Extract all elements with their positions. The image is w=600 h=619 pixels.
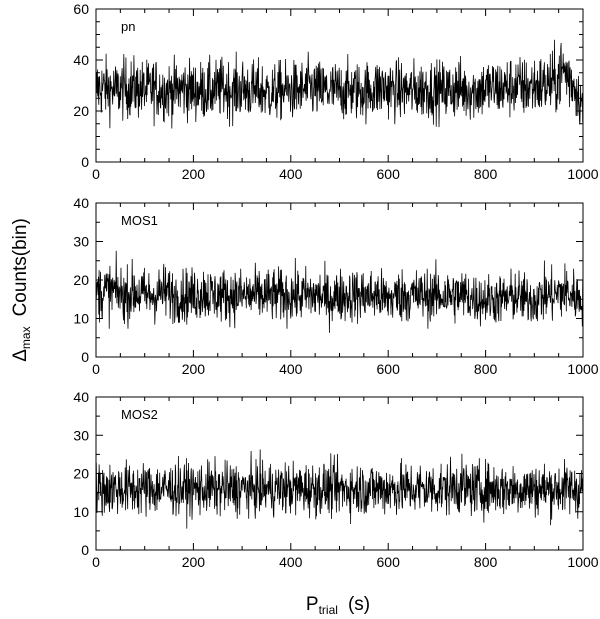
data-series-mos1	[95, 250, 584, 333]
x-tick-label: 800	[474, 554, 498, 570]
panel-label: pn	[121, 19, 135, 34]
y-axis-label: ΔmaxCounts(bin)	[10, 218, 33, 362]
data-series-mos2	[95, 449, 584, 529]
x-tick-label: 0	[92, 166, 100, 182]
y-tick-label: 20	[73, 103, 89, 119]
panel-label: MOS1	[121, 213, 158, 228]
x-tick-label: 800	[474, 361, 498, 377]
data-series-pn	[95, 39, 584, 129]
x-tick-label: 800	[474, 166, 498, 182]
x-tick-label: 400	[279, 166, 303, 182]
panel-mos1: 0 200 400 600 800 1000 0 10 20 30 40 MOS1	[73, 195, 598, 377]
y-tick-label: 40	[73, 195, 89, 211]
y-tick-label: 20	[73, 466, 89, 482]
y-tick-label: 10	[73, 311, 89, 327]
y-tick-label: 0	[81, 349, 89, 365]
panel-pn: 0 200 400 600 800 1000 0 20 40 60 pn	[73, 1, 598, 182]
x-tick-label: 1000	[567, 361, 598, 377]
x-tick-label: 600	[377, 554, 401, 570]
x-tick-label: 0	[92, 554, 100, 570]
x-tick-label: 400	[279, 554, 303, 570]
y-tick-label: 60	[73, 1, 89, 17]
x-tick-label: 0	[92, 361, 100, 377]
x-tick-label: 200	[182, 361, 206, 377]
x-tick-label: 200	[182, 166, 206, 182]
x-tick-label: 1000	[567, 166, 598, 182]
y-tick-label: 10	[73, 504, 89, 520]
y-tick-label: 30	[73, 234, 89, 250]
y-tick-label: 40	[73, 52, 89, 68]
panel-mos2: 0 200 400 600 800 1000 0 10 20 30 40 MOS2	[73, 389, 598, 570]
y-tick-label: 40	[73, 389, 89, 405]
y-tick-label: 0	[81, 154, 89, 170]
x-tick-label: 1000	[567, 554, 598, 570]
x-tick-label: 600	[377, 361, 401, 377]
x-tick-label: 600	[377, 166, 401, 182]
x-axis-label: Ptrial (s)	[306, 594, 370, 617]
y-tick-label: 0	[81, 542, 89, 558]
x-tick-label: 200	[182, 554, 206, 570]
y-tick-label: 20	[73, 272, 89, 288]
panel-label: MOS2	[121, 407, 158, 422]
y-tick-label: 30	[73, 427, 89, 443]
x-tick-label: 400	[279, 361, 303, 377]
